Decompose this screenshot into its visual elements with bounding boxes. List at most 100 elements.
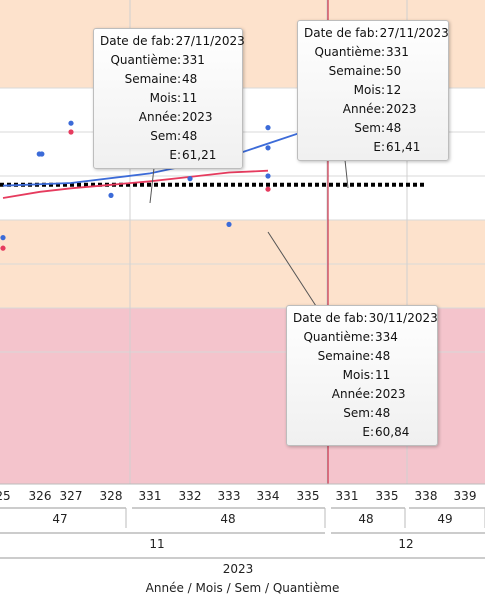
tooltip-key: Sem: xyxy=(343,406,374,420)
tooltip-value: 11 xyxy=(375,368,391,382)
tooltip-value: 331 xyxy=(386,45,409,59)
data-point-s1-14 xyxy=(265,173,271,179)
x-tick-4: 328 xyxy=(100,489,123,503)
tooltip-row: Sem: 48 xyxy=(100,127,236,146)
tooltip-key: Mois: xyxy=(149,91,181,105)
x-axis-background xyxy=(0,484,485,599)
x-tick-1: 25 xyxy=(0,489,11,503)
tooltip-value: 60,84 xyxy=(375,425,410,439)
leader-line-1 xyxy=(149,167,155,204)
data-point-s1-11 xyxy=(226,221,232,227)
tooltip-row: Sem: 48 xyxy=(304,119,442,138)
x-tick-11: 335 xyxy=(376,489,399,503)
data-point-s1-7 xyxy=(108,192,114,198)
leader-line-3 xyxy=(267,231,317,307)
year-label: 2023 xyxy=(223,562,254,576)
x-tick-2: 326 xyxy=(29,489,52,503)
tooltip-value: 331 xyxy=(182,53,205,67)
tooltip-row: Quantième: 331 xyxy=(100,51,236,70)
tooltip-row: Semaine: 48 xyxy=(100,70,236,89)
tooltip-key: Quantième: xyxy=(314,45,385,59)
tooltip-value: 61,21 xyxy=(182,148,217,162)
x-tick-10: 331 xyxy=(336,489,359,503)
trend-line-red xyxy=(2,169,269,199)
tooltip-value: 48 xyxy=(375,349,391,363)
tooltip-row: Sem: 48 xyxy=(293,404,431,423)
month-label-1: 11 xyxy=(149,537,164,551)
data-point-s1-13 xyxy=(265,145,271,151)
tooltip-value: 48 xyxy=(375,406,391,420)
x-tick-5: 331 xyxy=(139,489,162,503)
tooltip-value: 27/11/2023 xyxy=(379,26,449,40)
tooltip-key: Année: xyxy=(331,387,374,401)
x-tick-13: 339 xyxy=(454,489,477,503)
tooltip-row: Semaine: 50 xyxy=(304,62,442,81)
tooltip-row: E: 60,84 xyxy=(293,423,431,442)
tooltip-row: Date de fab: 27/11/2023 xyxy=(304,24,449,43)
tooltip-key: Sem: xyxy=(150,129,181,143)
tooltip-key: Quantième: xyxy=(303,330,374,344)
week-label-2: 48 xyxy=(220,512,235,526)
tooltip-3: Date de fab: 30/11/2023 Quantième: 334 Semai… xyxy=(286,305,438,446)
tooltip-key: Date de fab: xyxy=(293,311,368,325)
tooltip-value: 2023 xyxy=(375,387,406,401)
tooltip-row: Date de fab: 27/11/2023 xyxy=(100,32,245,51)
x-tick-7: 333 xyxy=(218,489,241,503)
x-tick-12: 338 xyxy=(415,489,438,503)
tooltip-1: Date de fab: 27/11/2023 Quantième: 331 Semai… xyxy=(93,28,245,169)
tooltip-value: 48 xyxy=(182,72,198,86)
data-point-s1-3 xyxy=(39,151,45,157)
tooltip-row: Quantième: 331 xyxy=(304,43,442,62)
week-label-4: 49 xyxy=(437,512,452,526)
tooltip-key: E: xyxy=(373,140,385,154)
month-label-2: 12 xyxy=(398,537,413,551)
tooltip-row: Année: 2023 xyxy=(100,108,236,127)
x-tick-8: 334 xyxy=(257,489,280,503)
tooltip-value: 2023 xyxy=(386,102,417,116)
tooltip-value: 50 xyxy=(386,64,402,78)
tooltip-row: Mois: 12 xyxy=(304,81,442,100)
tooltip-key: E: xyxy=(169,148,181,162)
tooltip-row: Année: 2023 xyxy=(293,385,431,404)
tooltip-row: E: 61,21 xyxy=(100,146,236,165)
tooltip-row: Date de fab: 30/11/2023 xyxy=(293,309,438,328)
tooltip-key: E: xyxy=(362,425,374,439)
tooltip-key: Mois: xyxy=(353,83,385,97)
data-point-s2-2 xyxy=(68,129,74,135)
tooltip-key: Date de fab: xyxy=(100,34,175,48)
tooltip-2: Date de fab: 27/11/2023 Quantième: 331 Semai… xyxy=(297,20,449,161)
tooltip-value: 27/11/2023 xyxy=(175,34,245,48)
tooltip-key: Sem: xyxy=(354,121,385,135)
tooltip-key: Semaine: xyxy=(328,64,385,78)
tooltip-key: Année: xyxy=(138,110,181,124)
tooltip-key: Année: xyxy=(342,102,385,116)
tooltip-row: Mois: 11 xyxy=(293,366,431,385)
tooltip-value: 48 xyxy=(386,121,402,135)
tooltip-value: 334 xyxy=(375,330,398,344)
tooltip-value: 48 xyxy=(182,129,198,143)
tooltip-key: Semaine: xyxy=(317,349,374,363)
x-tick-3: 327 xyxy=(60,489,83,503)
tooltip-value: 11 xyxy=(182,91,198,105)
tooltip-key: Quantième: xyxy=(110,53,181,67)
data-point-s2-4 xyxy=(265,186,271,192)
tooltip-key: Semaine: xyxy=(124,72,181,86)
tooltip-key: Date de fab: xyxy=(304,26,379,40)
data-point-s1-4 xyxy=(68,120,74,126)
week-label-3: 48 xyxy=(358,512,373,526)
tooltip-value: 2023 xyxy=(182,110,213,124)
tooltip-row: Mois: 11 xyxy=(100,89,236,108)
tooltip-row: Année: 2023 xyxy=(304,100,442,119)
leader-line-2 xyxy=(344,159,349,189)
x-tick-9: 335 xyxy=(297,489,320,503)
data-point-s2-1 xyxy=(0,245,6,251)
x-tick-6: 332 xyxy=(179,489,202,503)
tooltip-row: E: 61,41 xyxy=(304,138,442,157)
tooltip-row: Semaine: 48 xyxy=(293,347,431,366)
data-point-s1-10 xyxy=(187,176,193,182)
tooltip-value: 12 xyxy=(386,83,402,97)
tooltip-key: Mois: xyxy=(342,368,374,382)
week-label-1: 47 xyxy=(52,512,67,526)
data-point-s1-12 xyxy=(265,125,271,131)
data-point-s1-1 xyxy=(0,235,6,241)
